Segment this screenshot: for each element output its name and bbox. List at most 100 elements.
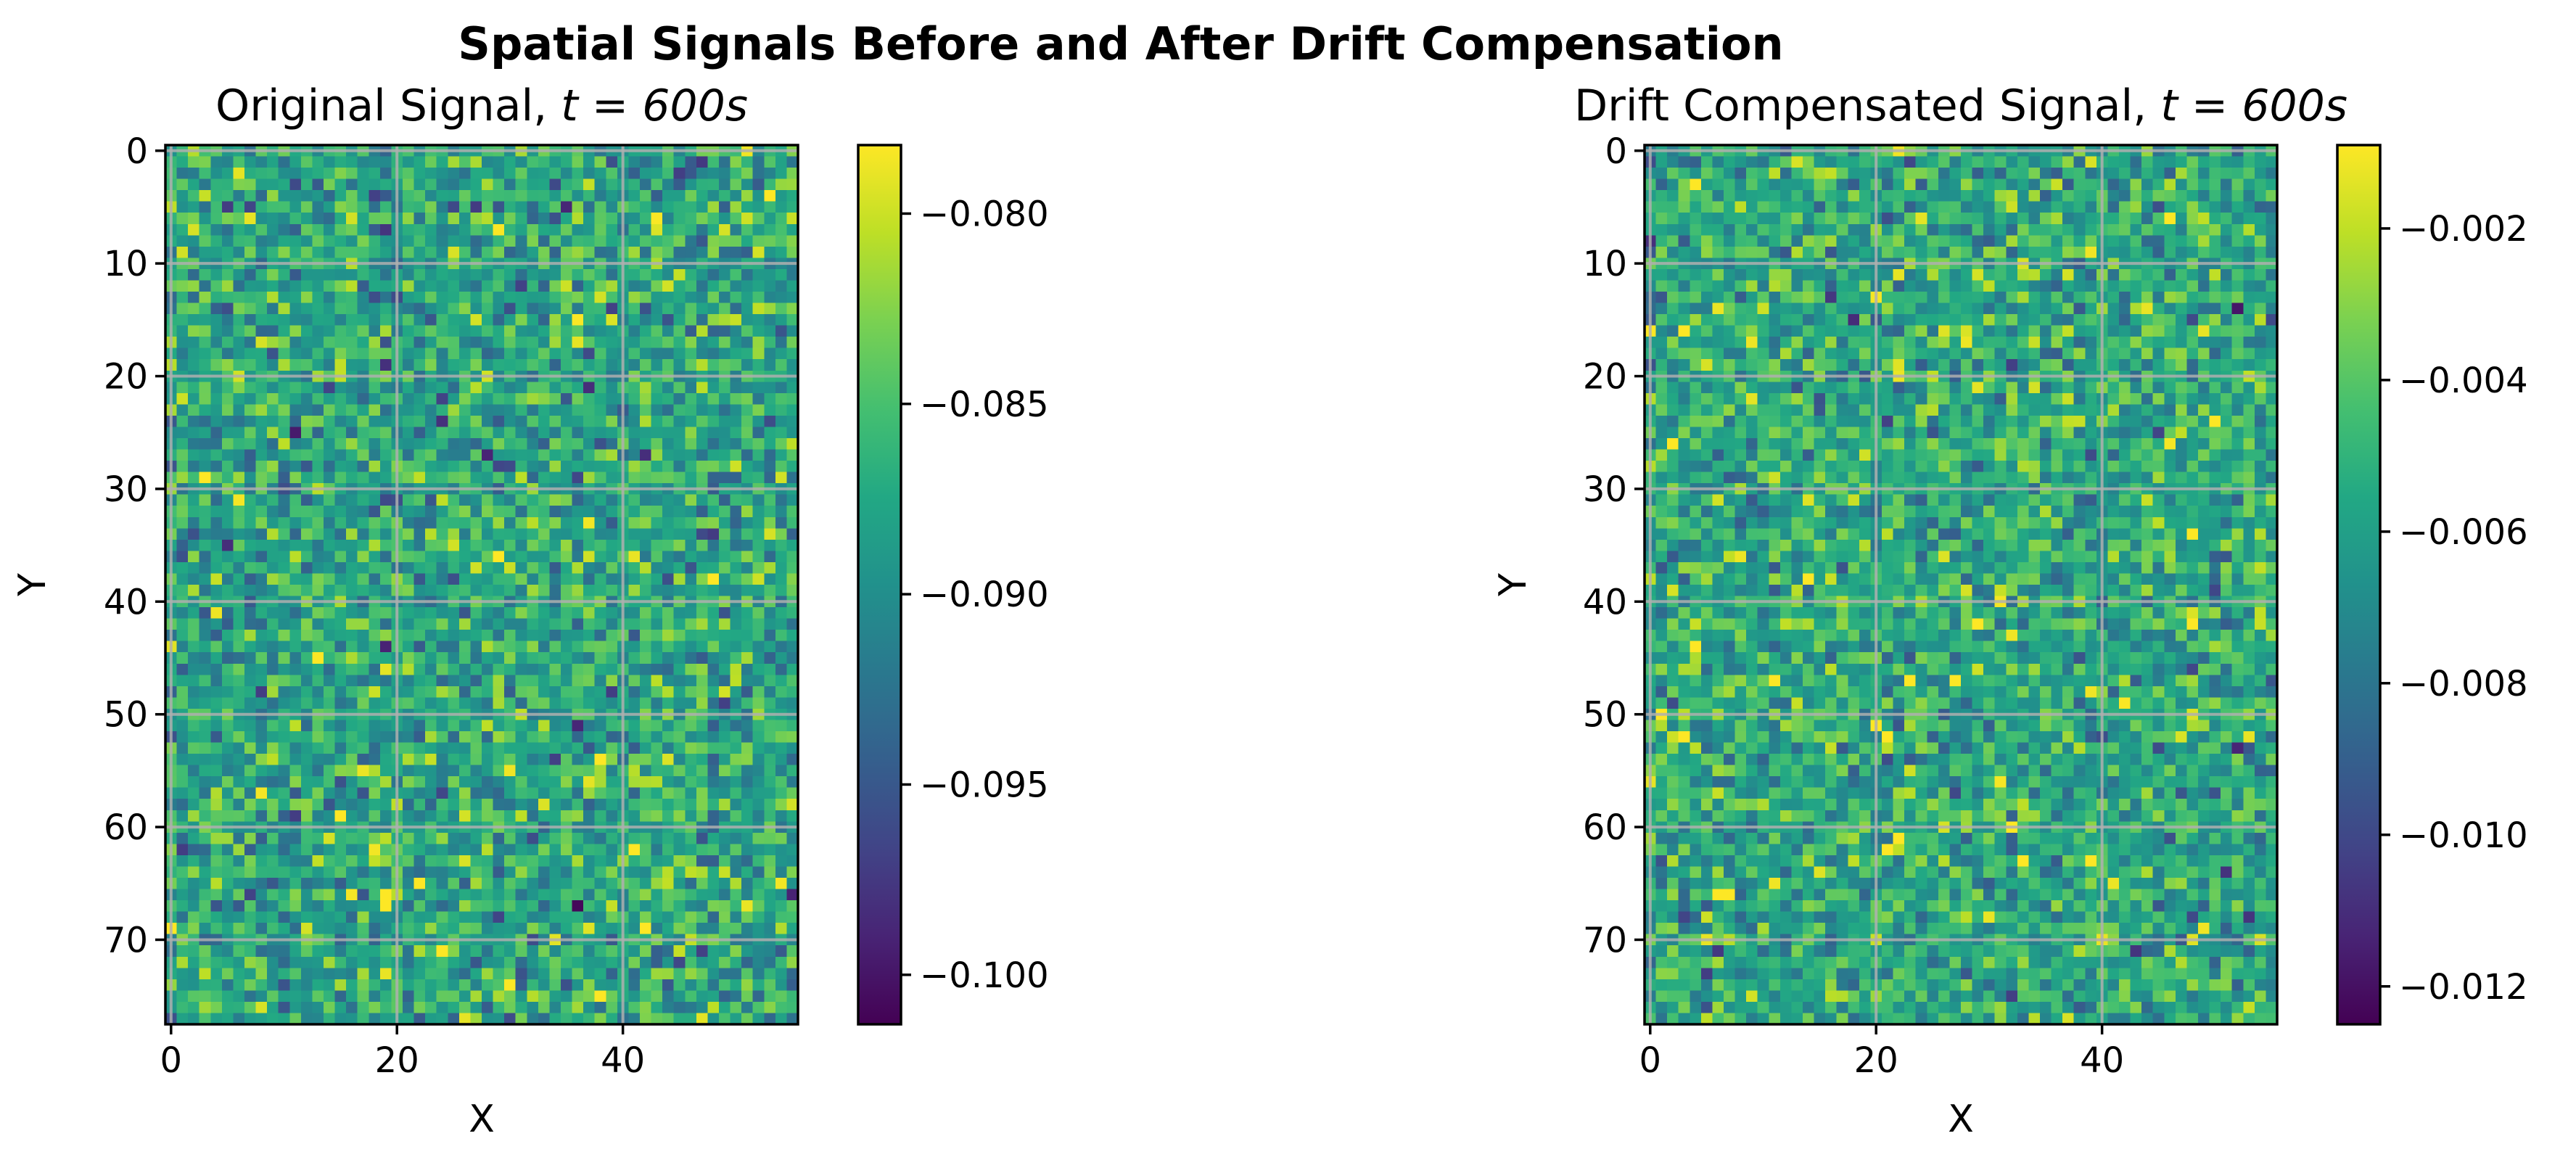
heatmap-cell [188,168,200,180]
heatmap-cell [458,438,472,450]
heatmap-cell [696,731,709,744]
heatmap-cell [448,213,460,225]
heatmap-cell [403,776,415,789]
heatmap-cell [549,392,561,405]
heatmap-cell [707,832,720,844]
heatmap-cell [583,235,596,247]
heatmap-cell [741,292,754,304]
heatmap-cell [188,516,200,529]
heatmap-cell [255,787,268,799]
heatmap-cell [267,168,279,180]
heatmap-cell [176,652,189,664]
heatmap-cell [561,461,573,473]
heatmap-cell [696,923,709,935]
heatmap-cell [278,787,290,799]
heatmap-cell [786,810,799,822]
heatmap-cell [673,742,686,754]
heatmap-cell [640,889,652,901]
heatmap-cell [369,810,381,822]
heatmap-cell [707,223,720,236]
heatmap-cell [458,641,472,653]
heatmap-cell [425,799,437,811]
heatmap-cell [357,979,369,991]
heatmap-cell [719,844,731,856]
heatmap-cell [255,506,268,518]
heatmap-cell [1983,201,1996,213]
heatmap-cell [346,720,358,732]
heatmap-cell [2186,168,2199,180]
heatmap-cell [324,720,336,732]
heatmap-cell [312,337,324,349]
heatmap-cell [470,663,482,675]
heatmap-cell [549,990,561,1003]
heatmap-cell [628,652,641,664]
heatmap-cell [752,268,765,281]
heatmap-cell [357,528,369,540]
heatmap-cell [413,844,426,856]
heatmap-cell [244,956,257,968]
heatmap-cell [628,742,641,754]
heatmap-cell [403,900,415,913]
heatmap-cell [662,956,675,968]
heatmap-cell [741,663,754,675]
heatmap-cell [2221,201,2233,213]
heatmap-cell [255,979,268,991]
heatmap-cell [1882,156,1894,168]
heatmap-cell [662,663,675,675]
heatmap-cell [538,168,551,180]
heatmap-cell [448,325,460,337]
heatmap-cell [662,190,675,202]
heatmap-cell [369,968,381,980]
heatmap-cell [176,641,189,653]
heatmap-cell [357,663,369,675]
heatmap-cell [1791,156,1803,168]
heatmap-cell [493,561,505,575]
heatmap-cell [752,607,765,620]
heatmap-cell [549,438,561,450]
heatmap-cell [538,607,551,620]
heatmap-cell [1735,223,1747,236]
heatmap-cell [730,494,742,506]
heatmap-cell [685,325,697,337]
heatmap-cell [1938,190,1951,202]
heatmap-cell [267,844,279,856]
heatmap-cell [470,630,482,642]
heatmap-cell [1893,201,1905,213]
heatmap-cell [1927,235,1939,247]
heatmap-cell [425,223,437,236]
heatmap-cell [583,190,596,202]
heatmap-cell [210,799,223,811]
heatmap-cell [730,268,742,281]
heatmap-cell [255,359,268,371]
heatmap-cell [470,754,482,766]
heatmap-cell [346,1013,358,1025]
heatmap-cell [289,201,302,213]
heatmap-cell [334,799,347,811]
heatmap-cell [572,427,584,439]
heatmap-cell [403,1001,415,1014]
heatmap-cell [2051,201,2063,213]
heatmap-cell [549,844,561,856]
heatmap-cell [369,641,381,653]
heatmap-cell [369,472,381,484]
heatmap-cell [493,585,505,597]
heatmap-cell [696,314,709,326]
colorbar-frame [857,144,902,1026]
heatmap-cell [199,979,211,991]
heatmap-cell [1700,190,1713,202]
heatmap-cell [752,472,765,484]
y-tick-label: 70 [104,920,148,960]
heatmap-cell [188,539,200,551]
heatmap-cell [221,325,234,337]
heatmap-cell [752,720,765,732]
heatmap-cell [606,641,618,653]
heatmap-cell [549,742,561,754]
heatmap-cell [685,641,697,653]
heatmap-cell [199,292,211,304]
heatmap-cell [403,438,415,450]
heatmap-cell [221,528,234,540]
heatmap-cell [210,663,223,675]
heatmap-cell [493,404,505,416]
heatmap-cell [346,415,358,428]
heatmap-cell [741,449,754,461]
